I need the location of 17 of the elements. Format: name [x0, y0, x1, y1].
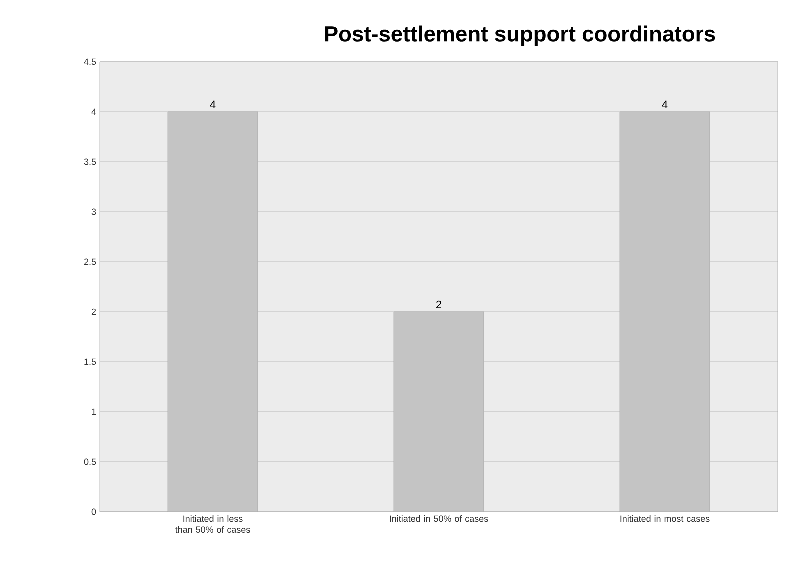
x-tick-label: Initiated in most cases	[620, 516, 710, 522]
y-tick-label: 4.5	[84, 58, 96, 66]
y-tick-label: 1.5	[84, 358, 96, 366]
data-label: 2	[436, 300, 442, 308]
y-tick-label: 2	[92, 308, 96, 316]
data-label: 4	[662, 100, 668, 108]
chart-title: Post-settlement support coordinators	[325, 26, 716, 46]
data-label: 4	[210, 100, 216, 108]
y-tick-label: 1	[92, 408, 96, 416]
x-tick-label: Initiated in less than 50% of cases	[176, 516, 250, 534]
y-tick-label: 3	[92, 208, 96, 216]
y-tick-label: 0.5	[84, 458, 96, 466]
y-tick-label: 4	[92, 108, 96, 116]
x-tick-label: Initiated in 50% of cases	[390, 516, 488, 522]
y-tick-label: 3.5	[84, 158, 96, 166]
y-tick-label: 2.5	[84, 258, 96, 266]
y-tick-label: 0	[92, 508, 96, 516]
